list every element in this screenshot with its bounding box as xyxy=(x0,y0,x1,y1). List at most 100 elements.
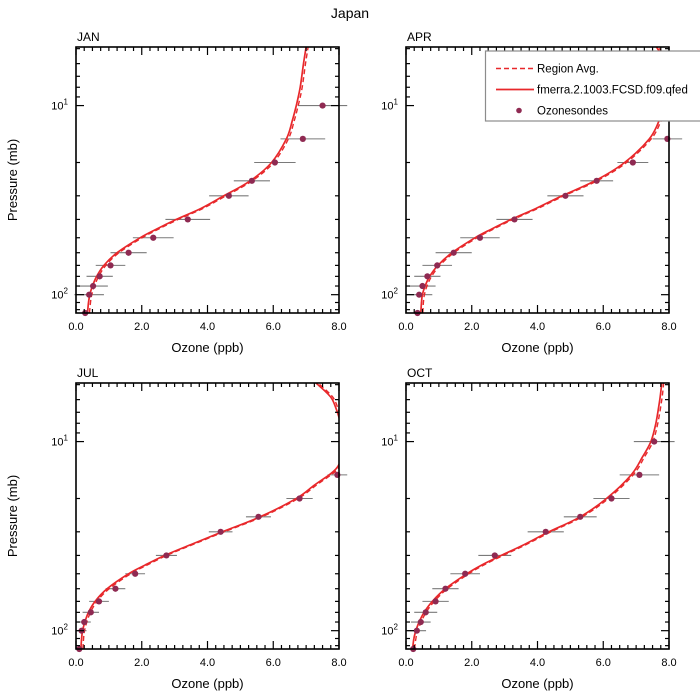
ozonesonde-point xyxy=(419,282,426,290)
ozonesonde-point xyxy=(271,159,278,166)
y-tick-label: 102 xyxy=(381,623,398,638)
x-tick-label: 6.0 xyxy=(266,657,281,669)
ozonesonde-point xyxy=(422,609,429,616)
region-avg-curve xyxy=(413,383,665,649)
ozonesonde-point xyxy=(442,585,449,592)
ozonesonde-point xyxy=(651,438,658,445)
panel-jan: 0.0 2.0 4.0 6.0 8.0 101 102 JAN Ozone (ppb) Press… xyxy=(5,30,348,355)
x-axis-label: Ozone (ppb) xyxy=(501,676,573,691)
model-curve xyxy=(80,383,339,649)
ozonesonde-point xyxy=(87,609,94,616)
x-tick-label: 6.0 xyxy=(596,321,611,333)
ozonesonde-point xyxy=(184,216,191,223)
x-tick-label: 0.0 xyxy=(398,657,413,669)
figure-title: Japan xyxy=(330,5,370,21)
panel-apr: 0.0 2.0 4.0 6.0 8.0 101 102 APR Ozone (ppb) xyxy=(381,30,683,355)
ozonesonde-point xyxy=(593,177,600,184)
ozonesonde-point xyxy=(89,282,97,290)
x-tick-label: 4.0 xyxy=(530,657,545,669)
x-tick-label: 2.0 xyxy=(134,321,149,333)
x-tick-label: 8.0 xyxy=(331,657,346,669)
region-avg-curve xyxy=(88,47,309,313)
x-axis-label: Ozone (ppb) xyxy=(171,676,243,691)
legend-entry-label: Ozonesondes xyxy=(537,106,608,118)
ozonesonde-point xyxy=(434,262,441,269)
y-tick-label: 101 xyxy=(381,434,398,449)
ozonesonde-point xyxy=(417,618,424,626)
ozonesonde-point xyxy=(125,249,132,256)
x-axis-label: Ozone (ppb) xyxy=(501,340,573,355)
x-axis-label: Ozone (ppb) xyxy=(171,340,243,355)
ozonesonde-point xyxy=(299,135,306,142)
region-avg-curve xyxy=(422,47,669,313)
ozonesonde-point xyxy=(163,552,170,559)
y-tick-label: 102 xyxy=(51,287,68,302)
x-tick-label: 4.0 xyxy=(200,657,215,669)
x-tick-label: 8.0 xyxy=(661,321,676,333)
ozonesonde-point xyxy=(424,273,431,280)
ozonesonde-point xyxy=(577,513,584,520)
ozonesonde-point xyxy=(413,627,420,634)
ozonesonde-point xyxy=(476,234,484,241)
ozonesonde-point xyxy=(81,618,88,626)
x-tick-label: 2.0 xyxy=(134,657,149,669)
panel-oct: 0.0 2.0 4.0 6.0 8.0 101 102 OCT Ozone (ppb) xyxy=(381,366,676,691)
legend-entry-label: Region Avg. xyxy=(537,64,599,76)
x-tick-label: 0.0 xyxy=(68,657,83,669)
ozonesonde-point xyxy=(511,216,518,223)
ozonesonde-point xyxy=(562,192,569,199)
ozonesonde-point xyxy=(255,513,262,520)
y-tick-label: 102 xyxy=(381,287,398,302)
x-tick-label: 6.0 xyxy=(596,657,611,669)
panel-jul: 0.0 2.0 4.0 6.0 8.0 101 102 JUL Ozone (ppb) Press… xyxy=(5,366,348,691)
ozonesonde-point xyxy=(107,262,114,269)
y-axis-label: Pressure (mb) xyxy=(5,475,20,557)
model-curve xyxy=(411,383,663,649)
ozonesonde-point xyxy=(491,552,498,559)
panel-title: JUL xyxy=(77,366,99,380)
plot-frame xyxy=(405,382,670,650)
ozonesonde-point xyxy=(450,249,457,256)
legend: Region Avg. fmerra.2.1003.FCSD.f09.qfed Oz… xyxy=(484,50,700,122)
legend-entry-label: fmerra.2.1003.FCSD.f09.qfed xyxy=(537,85,688,97)
x-tick-label: 8.0 xyxy=(331,321,346,333)
ozonesonde-point xyxy=(319,102,326,109)
panel-title: JAN xyxy=(77,30,100,44)
ozonesonde-point xyxy=(86,291,93,298)
x-tick-label: 2.0 xyxy=(464,321,479,333)
panel-title: APR xyxy=(407,30,432,44)
y-tick-label: 101 xyxy=(51,98,68,113)
ozonesonde-point xyxy=(95,598,103,605)
ozonesonde-point xyxy=(248,177,255,184)
y-tick-label: 101 xyxy=(381,98,398,113)
x-tick-label: 8.0 xyxy=(661,657,676,669)
ozonesonde-point xyxy=(462,570,469,577)
x-tick-label: 2.0 xyxy=(464,657,479,669)
x-tick-label: 6.0 xyxy=(266,321,281,333)
ozonesonde-point xyxy=(629,159,636,166)
ozonesonde-point xyxy=(150,234,157,241)
ozonesonde-point xyxy=(608,495,615,502)
legend-sample-dot xyxy=(516,107,522,114)
x-tick-label: 0.0 xyxy=(68,321,83,333)
plot-frame xyxy=(75,382,340,650)
x-tick-label: 0.0 xyxy=(398,321,413,333)
y-axis-label: Pressure (mb) xyxy=(5,139,20,221)
x-tick-label: 4.0 xyxy=(530,321,545,333)
ozonesonde-point xyxy=(225,192,232,199)
ozonesonde-point xyxy=(132,570,139,577)
ozonesonde-point xyxy=(416,291,423,298)
y-tick-label: 101 xyxy=(51,434,68,449)
x-tick-label: 4.0 xyxy=(200,321,215,333)
ozonesonde-point xyxy=(96,273,103,280)
ozonesonde-point xyxy=(217,528,224,535)
ozonesonde-point xyxy=(636,471,643,478)
model-curve xyxy=(86,47,307,313)
ozonesonde-point xyxy=(296,495,303,502)
ozonesonde-point xyxy=(112,585,119,592)
ozonesonde-point xyxy=(432,598,439,605)
region-avg-curve xyxy=(82,383,339,649)
panel-title: OCT xyxy=(407,366,433,380)
y-tick-label: 102 xyxy=(51,623,68,638)
